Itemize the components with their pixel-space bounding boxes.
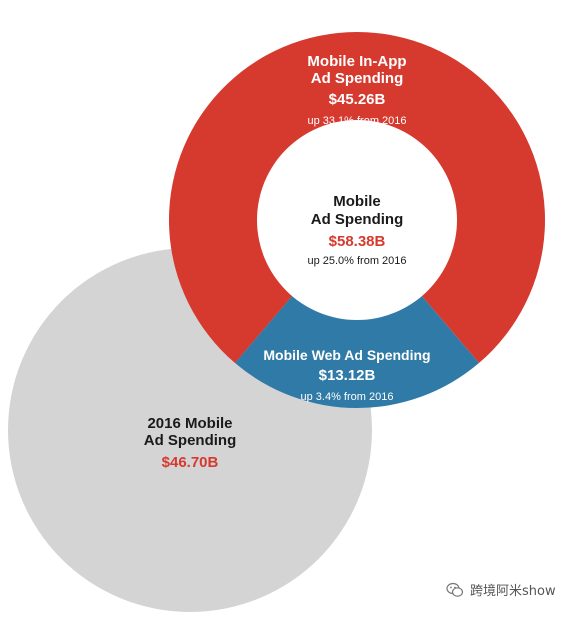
center-value-label: $58.38B — [329, 233, 386, 250]
slice-value-web: $13.12B — [319, 367, 376, 384]
watermark-text: 跨境阿米show — [470, 584, 556, 599]
comparison-value-label: $46.70B — [162, 454, 219, 471]
watermark: 跨境阿米show — [446, 580, 556, 599]
slice-change-web: up 3.4% from 2016 — [301, 391, 394, 403]
comparison-label-line2: Ad Spending — [144, 432, 237, 449]
donut-center-hole — [257, 120, 457, 320]
slice-label-web: Mobile Web Ad Spending — [263, 347, 430, 363]
slice-label-in-app-line1: Mobile In-App — [307, 53, 406, 70]
comparison-label-line1: 2016 Mobile — [147, 415, 232, 432]
slice-value-in-app: $45.26B — [329, 91, 386, 108]
slice-change-in-app: up 33.1% from 2016 — [307, 115, 406, 127]
center-change-label: up 25.0% from 2016 — [307, 255, 406, 267]
center-label-line2: Ad Spending — [311, 211, 404, 228]
center-label-line1: Mobile — [333, 193, 381, 210]
slice-label-in-app-line2: Ad Spending — [311, 70, 404, 87]
wechat-icon — [446, 582, 464, 597]
